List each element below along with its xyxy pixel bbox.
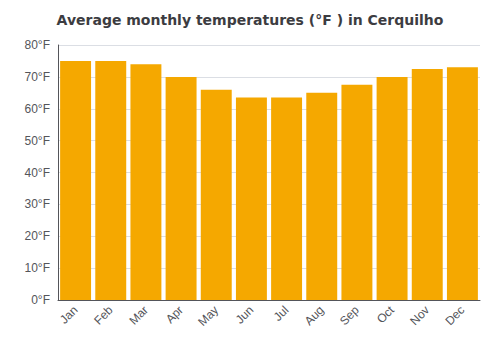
svg-text:40°F: 40°F: [25, 166, 50, 180]
svg-text:Oct: Oct: [374, 303, 398, 327]
svg-text:60°F: 60°F: [25, 102, 50, 116]
svg-text:Apr: Apr: [163, 303, 186, 326]
svg-text:Jan: Jan: [57, 303, 81, 327]
svg-text:Jul: Jul: [271, 303, 292, 324]
svg-text:Jun: Jun: [233, 303, 257, 327]
svg-text:Mar: Mar: [126, 303, 151, 327]
svg-text:10°F: 10°F: [25, 261, 50, 275]
svg-text:80°F: 80°F: [25, 38, 50, 52]
svg-text:50°F: 50°F: [25, 134, 50, 148]
svg-text:70°F: 70°F: [25, 70, 50, 84]
svg-text:Feb: Feb: [91, 303, 116, 328]
svg-text:Sep: Sep: [337, 303, 362, 328]
svg-text:20°F: 20°F: [25, 229, 50, 243]
svg-text:0°F: 0°F: [31, 293, 50, 307]
svg-text:30°F: 30°F: [25, 197, 50, 211]
svg-text:Aug: Aug: [302, 303, 327, 328]
svg-text:Dec: Dec: [442, 303, 467, 328]
svg-text:May: May: [195, 303, 221, 329]
svg-text:Average monthly temperatures (: Average monthly temperatures (°F ) in Ce…: [57, 12, 444, 28]
svg-text:Nov: Nov: [407, 303, 432, 328]
